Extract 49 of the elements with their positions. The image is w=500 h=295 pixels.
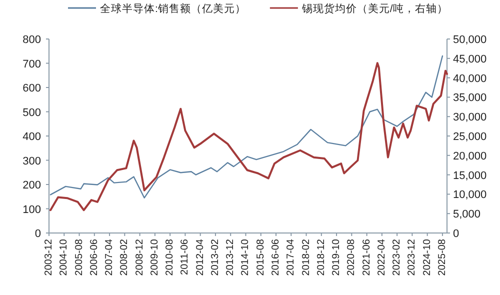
x-tick-label: 2020-08 [346,238,358,276]
y-tick-label: 700 [22,58,41,70]
x-tick-label: 2006-06 [88,238,100,276]
y-tick-label: 400 [22,131,41,143]
x-tick-label: 2012-04 [194,238,206,276]
y-tick-label: 200 [22,180,41,192]
x-tick-label: 2004-10 [58,238,70,276]
y2-tick-label: 40,000 [453,72,487,85]
x-tick-label: 2017-04 [286,238,297,276]
x-tick-label: 2007-04 [104,238,116,276]
y2-tick-label: 30,000 [453,112,487,124]
x-tick-label: 2011-06 [180,238,191,275]
x-tick-label: 2024-10 [422,238,433,276]
x-tick-label: 2022-04 [376,238,388,276]
x-tick-label: 2013-12 [225,238,236,276]
y-tick-label: 600 [22,82,41,94]
y2-tick-label: 15,000 [453,170,487,182]
y2-tick-label: 50,000 [453,34,487,46]
y-tick-label: 800 [22,34,41,46]
x-tick-label: 2015-08 [255,238,266,276]
y2-tick-label: 0 [453,228,460,240]
x-tick-label: 2021-06 [361,238,372,276]
x-tick-label: 2023-02 [392,238,403,276]
y-tick-label: 100 [22,204,41,216]
x-tick-label: 2013-02 [210,238,221,276]
y2-tick-label: 5,000 [453,208,481,221]
x-tick-label: 2025-08 [436,238,448,276]
y2-tick-label: 20,000 [453,150,487,162]
y2-tick-label: 25,000 [453,131,487,143]
x-tick-label: 2018-02 [300,238,312,276]
y2-tick-label: 10,000 [453,189,487,202]
x-tick-label: 2014-10 [240,238,252,276]
y2-tick-label: 35,000 [453,92,487,104]
x-tick-label: 2008-12 [134,238,146,276]
y-tick-label: 300 [22,155,41,168]
y-tick-label: 500 [22,106,41,119]
x-tick-label: 2008-02 [119,238,130,276]
x-tick-label: 2010-08 [164,238,176,276]
y2-tick-label: 45,000 [453,53,487,66]
x-tick-label: 2009-10 [149,238,160,276]
x-tick-label: 2016-06 [270,238,282,276]
x-tick-label: 2019-10 [331,238,342,276]
x-tick-label: 2018-12 [316,238,327,276]
y-tick-label: 0 [34,228,41,240]
x-tick-label: 2005-08 [74,238,85,276]
legend-label: 锡现货均价（美元/吨，右轴） [300,2,448,15]
legend-label: 全球半导体:销售额（亿美元） [100,2,246,15]
x-tick-label: 2003-12 [44,238,54,276]
x-tick-label: 2023-12 [406,238,418,276]
